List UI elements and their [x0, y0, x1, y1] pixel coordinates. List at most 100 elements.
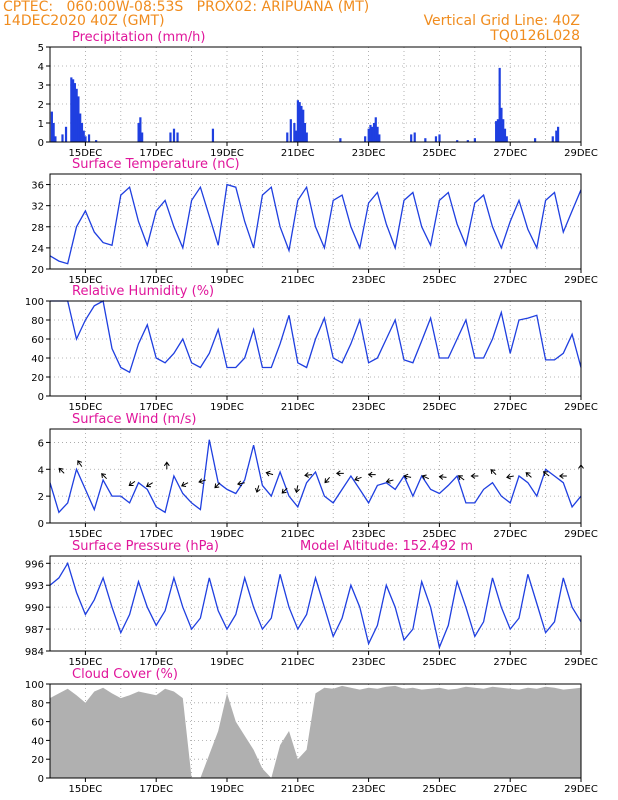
precip-bar: [374, 117, 377, 142]
precip-bar: [72, 79, 75, 142]
temp-title: Surface Temperature (nC): [72, 157, 240, 172]
temp-xtick-label: 21DEC: [281, 275, 315, 286]
precip-bar: [424, 138, 427, 142]
precip-bar: [54, 136, 57, 142]
precip-bar: [498, 67, 501, 142]
precip-bar: [367, 128, 370, 142]
temp-xtick-label: 27DEC: [493, 275, 527, 286]
press-ytick-label: 990: [25, 603, 44, 614]
precip-ytick-label: 3: [38, 81, 44, 92]
press-xtick-label: 29DEC: [564, 657, 598, 668]
precip-bar: [413, 132, 416, 142]
press-xtick-label: 25DEC: [423, 657, 457, 668]
wind-arrow: [281, 487, 288, 494]
cloud-xtick-label: 29DEC: [564, 784, 598, 795]
cloud-xtick-label: 17DEC: [139, 784, 173, 795]
precip-xtick-label: 25DEC: [423, 148, 457, 159]
press-annotation: Model Altitude: 152.492 m: [300, 539, 473, 554]
press-frame: [49, 555, 582, 652]
header-model: TQ0126L028: [490, 28, 580, 44]
precip-ytick-label: 1: [38, 119, 44, 130]
rh-ytick-label: 60: [31, 335, 44, 346]
cloud-ytick-label: 80: [31, 699, 44, 710]
cloud-area: [50, 685, 581, 778]
rh-xtick-label: 17DEC: [139, 402, 173, 413]
press-xtick-label: 27DEC: [493, 657, 527, 668]
precip-xtick-label: 21DEC: [281, 148, 315, 159]
precip-bar: [50, 111, 53, 142]
precip-bar: [371, 126, 374, 142]
precip-bar: [296, 100, 299, 142]
press-ytick-label: 984: [25, 647, 44, 658]
header-location: CPTEC: 060:00W-08:53S PROX02: ARIPUANA (…: [3, 0, 370, 15]
rh-ytick-label: 20: [31, 373, 44, 384]
cloud-frame: [49, 683, 582, 779]
wind-arrow: [236, 480, 245, 487]
press-xtick-label: 15DEC: [69, 657, 103, 668]
wind-arrow: [163, 461, 170, 470]
precip-xtick-label: 19DEC: [210, 148, 244, 159]
press-ytick-label: 987: [25, 625, 44, 636]
precip-bar: [295, 130, 298, 142]
temp-frame: [49, 173, 582, 270]
wind-arrow: [421, 474, 429, 480]
rh-ytick-label: 100: [25, 297, 44, 308]
wind-arrow: [457, 475, 465, 481]
precip-bar: [73, 83, 76, 142]
precip-ytick-label: 0: [38, 138, 44, 149]
press-ytick-label: 993: [25, 581, 44, 592]
cloud-xtick-label: 27DEC: [493, 784, 527, 795]
rh-line: [50, 300, 582, 374]
precip-bar: [502, 119, 505, 142]
cloud-ytick-label: 40: [31, 736, 44, 747]
cloud-xtick-label: 15DEC: [69, 784, 103, 795]
precip-xtick-label: 17DEC: [139, 148, 173, 159]
precip-bar: [503, 128, 507, 142]
precip-bar: [378, 134, 381, 142]
wind-title: Surface Wind (m/s): [72, 412, 196, 427]
temp-xtick-label: 15DEC: [69, 275, 103, 286]
wind-arrow: [145, 482, 153, 488]
precip-ytick-label: 5: [38, 43, 44, 54]
precip-bar: [70, 77, 73, 142]
press-xtick-label: 23DEC: [352, 657, 386, 668]
precip-bar: [211, 128, 215, 142]
precip-bar: [551, 136, 554, 142]
temp-xtick-label: 25DEC: [423, 275, 457, 286]
wind-arrow: [128, 480, 136, 486]
wind-arrow: [525, 472, 532, 478]
rh-xtick-label: 21DEC: [281, 402, 315, 413]
precip-bar: [364, 136, 367, 142]
cloud-xtick-label: 21DEC: [281, 784, 315, 795]
wind-arrow: [101, 473, 107, 480]
wind-line: [49, 439, 582, 514]
precip-bar: [82, 130, 85, 142]
rh-ytick-label: 40: [31, 354, 44, 365]
cloud-ytick-label: 60: [31, 718, 44, 729]
precip-frame: [49, 46, 582, 143]
precip-bar: [496, 119, 500, 142]
wind-arrow: [490, 469, 497, 476]
cloud-ytick-label: 100: [25, 680, 44, 691]
temp-xtick-label: 17DEC: [139, 275, 173, 286]
precip-bar: [339, 138, 342, 142]
wind-xtick-label: 15DEC: [69, 529, 103, 540]
temp-xtick-label: 19DEC: [210, 275, 244, 286]
wind-ytick-label: 4: [38, 465, 44, 476]
rh-xtick-label: 29DEC: [564, 402, 598, 413]
precip-bar: [79, 113, 82, 142]
precip-bar: [495, 121, 498, 142]
precip-bar: [473, 138, 476, 142]
rh-xtick-label: 15DEC: [69, 402, 103, 413]
wind-arrow: [294, 485, 300, 494]
precip-ytick-label: 4: [38, 62, 44, 73]
temp-ytick-label: 20: [31, 265, 44, 276]
wind-arrow: [304, 472, 313, 478]
wind-arrow: [542, 471, 550, 477]
temp-ytick-label: 32: [31, 202, 44, 213]
wind-arrow: [58, 467, 65, 474]
wind-arrow: [438, 474, 447, 480]
press-xtick-label: 17DEC: [139, 657, 173, 668]
rh-xtick-label: 25DEC: [423, 402, 457, 413]
cloud-xtick-label: 19DEC: [210, 784, 244, 795]
